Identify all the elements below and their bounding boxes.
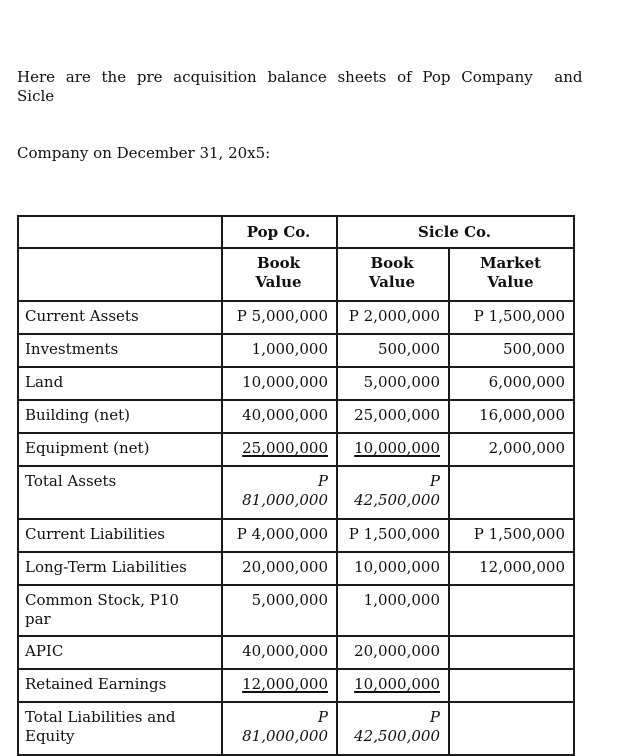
sicle-book-value: P 1,500,000 xyxy=(336,518,450,553)
row-label: Retained Earnings xyxy=(17,668,223,703)
header-line: Value xyxy=(255,273,302,291)
table-row-current-liabilities: Current Liabilities P 4,000,000 P 1,500,… xyxy=(17,518,575,553)
row-label: Building (net) xyxy=(17,399,223,434)
table-row-land: Land 10,000,000 5,000,000 6,000,000 xyxy=(17,366,575,401)
sicle-market-value: 16,000,000 xyxy=(448,399,575,434)
sicle-market-value xyxy=(448,635,575,670)
row-label: Common Stock, P10 par xyxy=(17,584,223,637)
total-value: 81,000,000 xyxy=(242,727,328,745)
row-label: Investments xyxy=(17,333,223,368)
sicle-book-value: 500,000 xyxy=(336,333,450,368)
empty-header-cell xyxy=(17,247,223,302)
pop-book-value: P 81,000,000 xyxy=(221,701,338,756)
table-row-total-assets: Total Assets P 81,000,000 P 42,500,000 xyxy=(17,465,575,520)
label-line: Total Liabilities and xyxy=(25,708,176,726)
row-label: Total Assets xyxy=(17,465,223,520)
pop-book-value: P 4,000,000 xyxy=(221,518,338,553)
sicle-book-value: 25,000,000 xyxy=(336,399,450,434)
table-row-building-net: Building (net) 40,000,000 25,000,000 16,… xyxy=(17,399,575,434)
balance-sheet-table: Pop Co. Sicle Co. Book Value Book Value … xyxy=(17,215,575,756)
pop-co-header: Pop Co. xyxy=(221,215,338,249)
pop-book-value: P 5,000,000 xyxy=(221,300,338,335)
table-row-long-term-liabilities: Long-Term Liabilities 20,000,000 10,000,… xyxy=(17,551,575,586)
pop-book-value: 40,000,000 xyxy=(221,399,338,434)
value-type-header-row: Book Value Book Value Market Value xyxy=(17,247,575,302)
sicle-book-value: 1,000,000 xyxy=(336,584,450,637)
table-row-apic: APIC 40,000,000 20,000,000 xyxy=(17,635,575,670)
sicle-market-value xyxy=(448,584,575,637)
sicle-market-value: 500,000 xyxy=(448,333,575,368)
pop-book-value-header: Book Value xyxy=(221,247,338,302)
header-line: Market xyxy=(479,254,542,272)
sicle-market-value xyxy=(448,701,575,756)
sicle-book-value-header: Book Value xyxy=(336,247,450,302)
sicle-book-value: P 2,000,000 xyxy=(336,300,450,335)
pop-book-value: 40,000,000 xyxy=(221,635,338,670)
underlined-value: 12,000,000 xyxy=(242,675,328,693)
sicle-market-value: P 1,500,000 xyxy=(448,518,575,553)
sicle-market-value: P 1,500,000 xyxy=(448,300,575,335)
label-line: par xyxy=(25,610,51,628)
table-row-common-stock: Common Stock, P10 par 5,000,000 1,000,00… xyxy=(17,584,575,637)
sicle-book-value: 5,000,000 xyxy=(336,366,450,401)
intro-line-1: Here are the pre acquisition balance she… xyxy=(17,68,594,105)
sicle-book-value: 20,000,000 xyxy=(336,635,450,670)
sicle-book-value: P 42,500,000 xyxy=(336,465,450,520)
label-line: Equity xyxy=(25,727,75,745)
row-label: Total Liabilities and Equity xyxy=(17,701,223,756)
header-line: Book xyxy=(256,254,301,272)
sicle-market-value xyxy=(448,465,575,520)
header-line: Value xyxy=(368,273,416,291)
row-label: Land xyxy=(17,366,223,401)
underlined-value: 10,000,000 xyxy=(354,439,440,457)
underlined-value: 10,000,000 xyxy=(354,675,440,693)
pop-book-value: 20,000,000 xyxy=(221,551,338,586)
sicle-market-value xyxy=(448,668,575,703)
currency-prefix: P xyxy=(429,708,440,726)
intro-text: Here are the pre acquisition balance she… xyxy=(17,30,623,201)
table-row-investments: Investments 1,000,000 500,000 500,000 xyxy=(17,333,575,368)
pop-book-value: 1,000,000 xyxy=(221,333,338,368)
label-line: Common Stock, P10 xyxy=(25,591,179,609)
total-value: 42,500,000 xyxy=(354,491,440,509)
sicle-book-value: 10,000,000 xyxy=(336,432,450,467)
header-line: Book xyxy=(370,254,414,272)
sicle-co-header: Sicle Co. xyxy=(336,215,575,249)
sicle-market-value: 2,000,000 xyxy=(448,432,575,467)
currency-prefix: P xyxy=(317,708,328,726)
empty-corner-cell xyxy=(17,215,223,249)
sicle-market-value: 6,000,000 xyxy=(448,366,575,401)
currency-prefix: P xyxy=(429,472,440,490)
sicle-book-value: P 42,500,000 xyxy=(336,701,450,756)
table-row-total-liabilities-equity: Total Liabilities and Equity P 81,000,00… xyxy=(17,701,575,756)
table-row-current-assets: Current Assets P 5,000,000 P 2,000,000 P… xyxy=(17,300,575,335)
row-label: Current Assets xyxy=(17,300,223,335)
row-label: APIC xyxy=(17,635,223,670)
row-label: Equipment (net) xyxy=(17,432,223,467)
row-label: Long-Term Liabilities xyxy=(17,551,223,586)
company-header-row: Pop Co. Sicle Co. xyxy=(17,215,575,249)
pop-book-value: 25,000,000 xyxy=(221,432,338,467)
row-label: Current Liabilities xyxy=(17,518,223,553)
pop-book-value: P 81,000,000 xyxy=(221,465,338,520)
sicle-book-value: 10,000,000 xyxy=(336,551,450,586)
sicle-book-value: 10,000,000 xyxy=(336,668,450,703)
underlined-value: 25,000,000 xyxy=(242,439,328,457)
pop-book-value: 5,000,000 xyxy=(221,584,338,637)
pop-book-value: 10,000,000 xyxy=(221,366,338,401)
total-value: 81,000,000 xyxy=(242,491,328,509)
table-row-retained-earnings: Retained Earnings 12,000,000 10,000,000 xyxy=(17,668,575,703)
intro-line-2: Company on December 31, 20x5: xyxy=(17,144,271,162)
pop-book-value: 12,000,000 xyxy=(221,668,338,703)
sicle-market-value: 12,000,000 xyxy=(448,551,575,586)
sicle-market-value-header: Market Value xyxy=(448,247,575,302)
header-line: Value xyxy=(487,273,534,291)
total-value: 42,500,000 xyxy=(354,727,440,745)
table-row-equipment-net: Equipment (net) 25,000,000 10,000,000 2,… xyxy=(17,432,575,467)
currency-prefix: P xyxy=(317,472,328,490)
